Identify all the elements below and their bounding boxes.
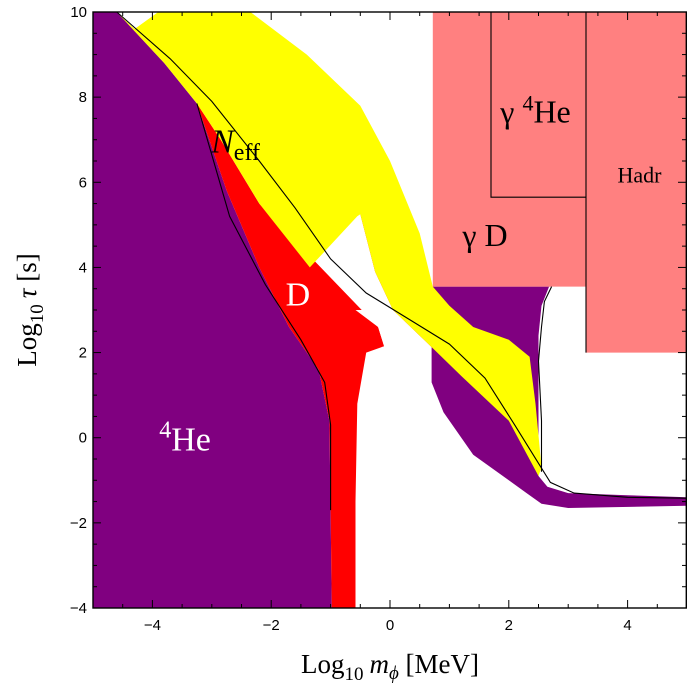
- y-tick-label: 10: [70, 4, 87, 21]
- region-labels: Neff γ 4He γ D Hadr D 4He 4He: [159, 91, 662, 459]
- label-gamma-he4: γ 4He: [499, 91, 570, 130]
- y-tick-label: −2: [70, 515, 87, 532]
- y-tick-label: 4: [79, 259, 87, 276]
- boundary-lines: [116, 11, 687, 511]
- axis-ticks: [92, 11, 687, 609]
- line-gamma-he4-box: [490, 12, 586, 198]
- x-tick-label: 2: [505, 617, 513, 634]
- x-tick-label: −4: [144, 617, 161, 634]
- line-boundary-lower: [196, 103, 332, 511]
- line-boundary-upper: [116, 11, 687, 499]
- region-he4-left: [93, 12, 332, 608]
- region-neff: [116, 12, 542, 476]
- y-axis-title: Log10τ [s]: [12, 253, 48, 366]
- region-deuterium: [196, 103, 385, 608]
- y-tick-label: −4: [70, 600, 87, 617]
- label-neff: Neff: [210, 123, 260, 165]
- y-tick-label: 8: [79, 89, 87, 106]
- region-photo-hadr: [586, 12, 687, 353]
- x-tick-label: 4: [623, 617, 631, 634]
- line-he4-right-edge: [537, 286, 553, 472]
- y-tick-label: 2: [79, 345, 87, 362]
- constraint-regions: [93, 12, 687, 608]
- x-tick-label: 0: [386, 617, 394, 634]
- y-tick-label: 6: [79, 174, 87, 191]
- region-neff-notch: [355, 310, 393, 353]
- x-axis-title: Log10 mϕ [MeV]: [301, 649, 479, 685]
- label-gamma-d: γ D: [461, 217, 507, 253]
- y-tick-label: 0: [79, 430, 87, 447]
- axis-tick-labels: −4 −2 0 2 4 −4 −2 0 2 4 6 8 10: [70, 4, 632, 634]
- label-hadr: Hadr: [617, 162, 662, 187]
- region-photo-gamma-d: [432, 12, 586, 287]
- label-he4-left: 4He: [159, 418, 211, 459]
- label-d: D: [286, 277, 311, 314]
- x-tick-label: −2: [263, 617, 280, 634]
- label-he4-right: 4He: [590, 418, 642, 459]
